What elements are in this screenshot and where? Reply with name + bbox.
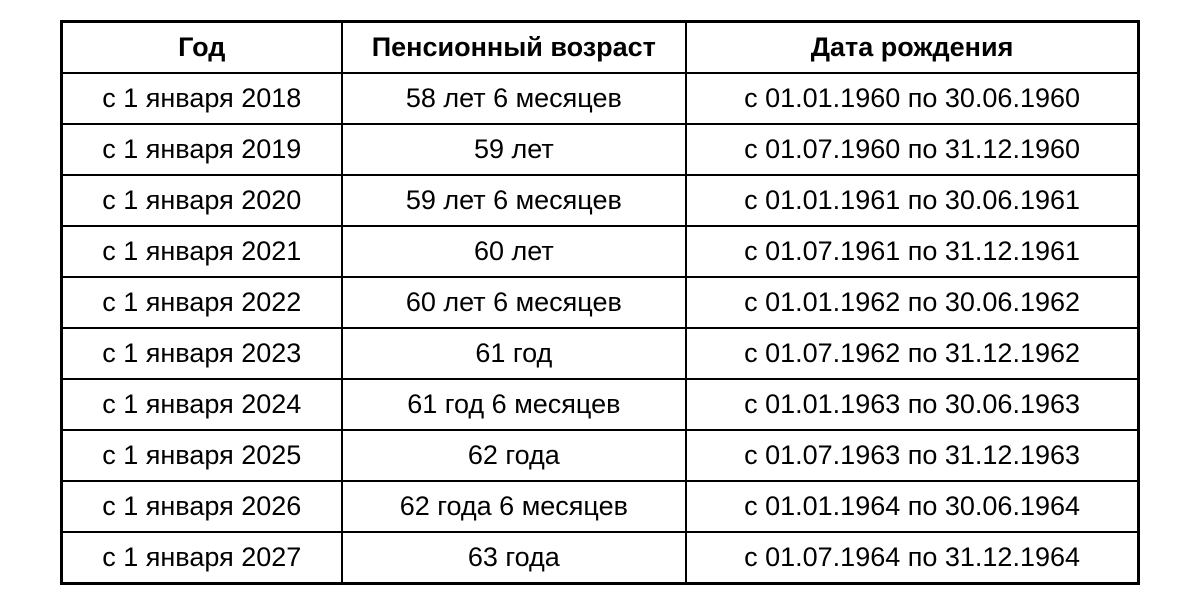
cell-dob: с 01.01.1961 по 30.06.1961 [686,175,1138,226]
table-row: с 1 января 2026 62 года 6 месяцев с 01.0… [62,481,1139,532]
table-row: с 1 января 2024 61 год 6 месяцев с 01.01… [62,379,1139,430]
cell-year: с 1 января 2018 [62,73,342,124]
cell-dob: с 01.01.1960 по 30.06.1960 [686,73,1138,124]
cell-age: 59 лет [342,124,687,175]
cell-age: 59 лет 6 месяцев [342,175,687,226]
cell-year: с 1 января 2024 [62,379,342,430]
cell-age: 61 год [342,328,687,379]
cell-dob: с 01.01.1964 по 30.06.1964 [686,481,1138,532]
table-row: с 1 января 2022 60 лет 6 месяцев с 01.01… [62,277,1139,328]
table-row: с 1 января 2019 59 лет с 01.07.1960 по 3… [62,124,1139,175]
cell-dob: с 01.07.1964 по 31.12.1964 [686,532,1138,584]
column-header-dob: Дата рождения [686,22,1138,74]
cell-year: с 1 января 2023 [62,328,342,379]
table-row: с 1 января 2027 63 года с 01.07.1964 по … [62,532,1139,584]
cell-year: с 1 января 2020 [62,175,342,226]
cell-dob: с 01.01.1963 по 30.06.1963 [686,379,1138,430]
table-header-row: Год Пенсионный возраст Дата рождения [62,22,1139,74]
table-row: с 1 января 2025 62 года с 01.07.1963 по … [62,430,1139,481]
column-header-year: Год [62,22,342,74]
cell-year: с 1 января 2027 [62,532,342,584]
cell-year: с 1 января 2021 [62,226,342,277]
cell-age: 62 года [342,430,687,481]
cell-age: 60 лет 6 месяцев [342,277,687,328]
cell-age: 63 года [342,532,687,584]
cell-year: с 1 января 2022 [62,277,342,328]
cell-dob: с 01.01.1962 по 30.06.1962 [686,277,1138,328]
table-header: Год Пенсионный возраст Дата рождения [62,22,1139,74]
table-row: с 1 января 2023 61 год с 01.07.1962 по 3… [62,328,1139,379]
cell-year: с 1 января 2026 [62,481,342,532]
cell-age: 61 год 6 месяцев [342,379,687,430]
pension-age-table: Год Пенсионный возраст Дата рождения с 1… [60,20,1140,585]
cell-year: с 1 января 2025 [62,430,342,481]
cell-age: 62 года 6 месяцев [342,481,687,532]
table-row: с 1 января 2020 59 лет 6 месяцев с 01.01… [62,175,1139,226]
cell-dob: с 01.07.1963 по 31.12.1963 [686,430,1138,481]
table-row: с 1 января 2018 58 лет 6 месяцев с 01.01… [62,73,1139,124]
cell-dob: с 01.07.1962 по 31.12.1962 [686,328,1138,379]
table-row: с 1 января 2021 60 лет с 01.07.1961 по 3… [62,226,1139,277]
cell-dob: с 01.07.1961 по 31.12.1961 [686,226,1138,277]
table-body: с 1 января 2018 58 лет 6 месяцев с 01.01… [62,73,1139,584]
cell-age: 58 лет 6 месяцев [342,73,687,124]
cell-dob: с 01.07.1960 по 31.12.1960 [686,124,1138,175]
cell-age: 60 лет [342,226,687,277]
cell-year: с 1 января 2019 [62,124,342,175]
column-header-age: Пенсионный возраст [342,22,687,74]
